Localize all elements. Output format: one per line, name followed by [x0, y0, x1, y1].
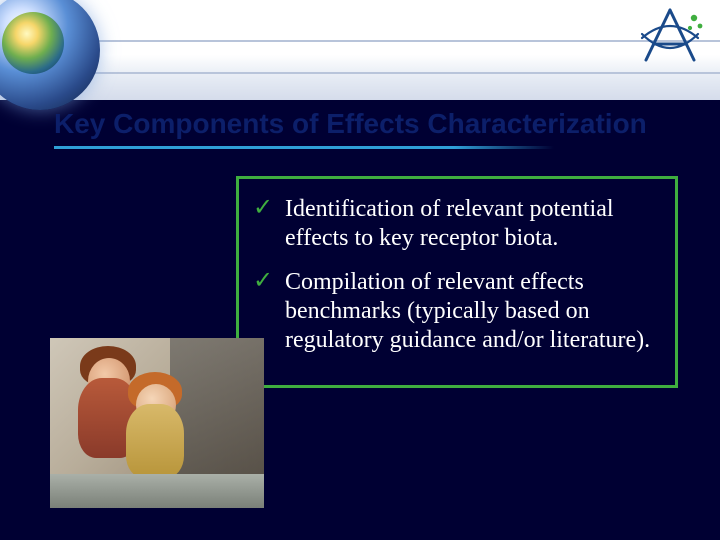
bullet-text: Compilation of relevant effects benchmar… — [285, 268, 661, 356]
bullet-item: ✓ Identification of relevant potential e… — [253, 195, 661, 254]
header-rule-2 — [0, 72, 720, 74]
corner-logo — [634, 4, 706, 68]
checkmark-icon: ✓ — [253, 197, 277, 221]
lab-photo-placeholder — [50, 338, 264, 508]
content-box: ✓ Identification of relevant potential e… — [236, 176, 678, 388]
title-underline — [54, 146, 554, 149]
bullet-text: Identification of relevant potential eff… — [285, 195, 661, 254]
checkmark-icon: ✓ — [253, 270, 277, 294]
bullet-item: ✓ Compilation of relevant effects benchm… — [253, 268, 661, 356]
globe-inner — [2, 12, 64, 74]
header-band — [0, 0, 720, 100]
header-rule-1 — [0, 40, 720, 42]
slide-root: Key Components of Effects Characterizati… — [0, 0, 720, 540]
slide-title: Key Components of Effects Characterizati… — [54, 108, 647, 140]
